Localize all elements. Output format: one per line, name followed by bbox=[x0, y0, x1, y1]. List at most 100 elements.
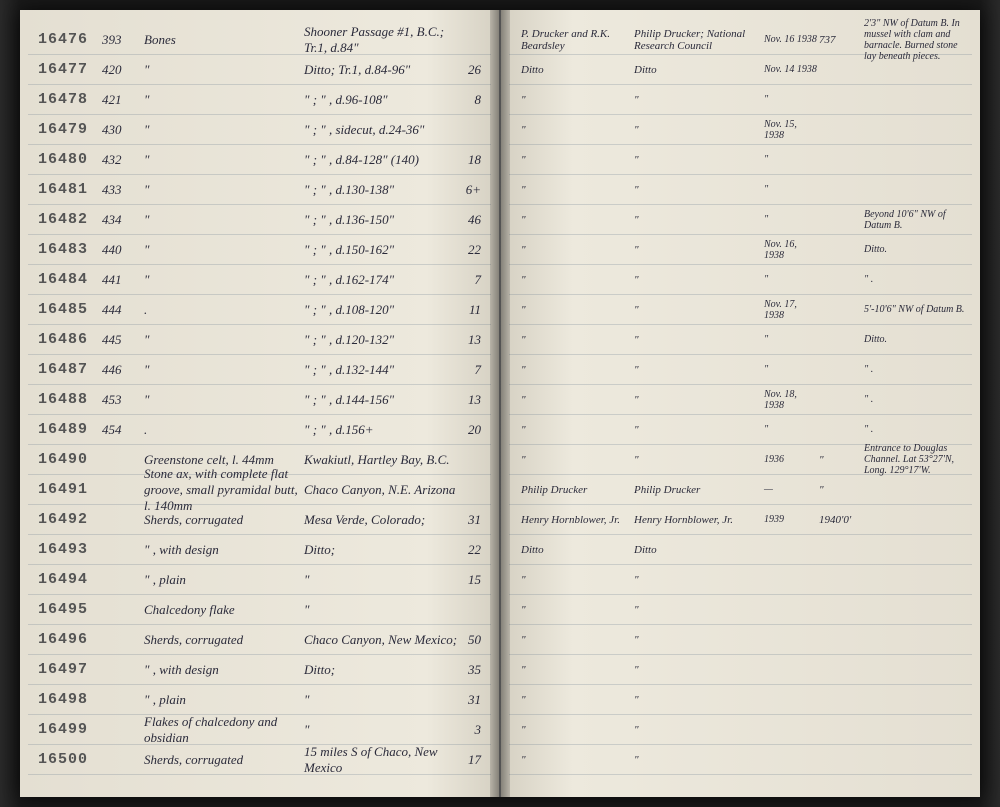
item-description: Chalcedony flake bbox=[144, 602, 304, 618]
item-number: 445 bbox=[96, 332, 144, 348]
date: " bbox=[764, 424, 819, 435]
date: Nov. 14 1938 bbox=[764, 64, 819, 75]
item-quantity: 13 bbox=[461, 392, 491, 408]
item-description: " , plain bbox=[144, 692, 304, 708]
notes: 2'3" NW of Datum B. In mussel with clam … bbox=[864, 18, 972, 62]
ledger-row: 16489454." ; " , d.156+20 bbox=[28, 415, 491, 445]
item-description: Stone ax, with complete flat groove, sma… bbox=[144, 466, 304, 514]
donor: " bbox=[634, 334, 764, 346]
notes: Ditto. bbox=[864, 334, 972, 345]
notes: " . bbox=[864, 424, 972, 435]
ledger-row: ""Nov. 18, 1938" . bbox=[509, 385, 972, 415]
item-description: " bbox=[144, 182, 304, 198]
item-location: Kwakiutl, Hartley Bay, B.C. bbox=[304, 452, 461, 468]
catalog-stamp: 16476 bbox=[28, 31, 96, 48]
ledger-row: 16488453"" ; " , d.144-156"13 bbox=[28, 385, 491, 415]
ledger-row: 16496Sherds, corrugatedChaco Canyon, New… bbox=[28, 625, 491, 655]
item-quantity: 20 bbox=[461, 422, 491, 438]
item-quantity: 35 bbox=[461, 662, 491, 678]
ledger-row: "" bbox=[509, 745, 972, 775]
ref-number: 737 bbox=[819, 34, 864, 46]
date: — bbox=[764, 484, 819, 495]
catalog-stamp: 16477 bbox=[28, 61, 96, 78]
donor: " bbox=[634, 274, 764, 286]
item-description: Sherds, corrugated bbox=[144, 632, 304, 648]
item-location: " ; " , d.96-108" bbox=[304, 92, 461, 108]
catalog-stamp: 16488 bbox=[28, 391, 96, 408]
ledger-row: 16493" , with designDitto;22 bbox=[28, 535, 491, 565]
catalog-stamp: 16478 bbox=[28, 91, 96, 108]
ledger-row: P. Drucker and R.K. BeardsleyPhilip Druc… bbox=[509, 25, 972, 55]
donor: " bbox=[634, 664, 764, 676]
item-quantity: 26 bbox=[461, 62, 491, 78]
item-location: " ; " , d.130-138" bbox=[304, 182, 461, 198]
item-number: 433 bbox=[96, 182, 144, 198]
item-location: Ditto; bbox=[304, 542, 461, 558]
ledger-row: "" bbox=[509, 625, 972, 655]
donor: " bbox=[634, 364, 764, 376]
item-number: 421 bbox=[96, 92, 144, 108]
catalog-stamp: 16479 bbox=[28, 121, 96, 138]
catalog-stamp: 16482 bbox=[28, 211, 96, 228]
ledger-row: DittoDitto bbox=[509, 535, 972, 565]
donor: " bbox=[634, 94, 764, 106]
item-number: 434 bbox=[96, 212, 144, 228]
item-description: " bbox=[144, 392, 304, 408]
donor: Philip Drucker; National Research Counci… bbox=[634, 28, 764, 52]
date: Nov. 16 1938 bbox=[764, 34, 819, 45]
collector: Henry Hornblower, Jr. bbox=[509, 514, 634, 526]
item-location: " ; " , sidecut, d.24-36" bbox=[304, 122, 461, 138]
notes: Entrance to Douglas Channel. Lat 53°27'N… bbox=[864, 443, 972, 476]
donor: " bbox=[634, 634, 764, 646]
catalog-stamp: 16494 bbox=[28, 571, 96, 588]
item-description: " bbox=[144, 242, 304, 258]
donor: " bbox=[634, 424, 764, 436]
catalog-stamp: 16487 bbox=[28, 361, 96, 378]
ledger-row: 16494" , plain"15 bbox=[28, 565, 491, 595]
ref-number: " bbox=[819, 454, 864, 466]
date: " bbox=[764, 94, 819, 105]
ledger-row: ""1936"Entrance to Douglas Channel. Lat … bbox=[509, 445, 972, 475]
ledger-row: """ bbox=[509, 85, 972, 115]
donor: " bbox=[634, 214, 764, 226]
collector: Ditto bbox=[509, 64, 634, 76]
donor: " bbox=[634, 304, 764, 316]
catalog-stamp: 16491 bbox=[28, 481, 96, 498]
item-description: " bbox=[144, 332, 304, 348]
ledger-row: 16484441"" ; " , d.162-174"7 bbox=[28, 265, 491, 295]
date: 1939 bbox=[764, 514, 819, 525]
catalog-stamp: 16492 bbox=[28, 511, 96, 528]
item-location: " bbox=[304, 602, 461, 618]
item-quantity: 11 bbox=[461, 302, 491, 318]
catalog-stamp: 16500 bbox=[28, 751, 96, 768]
donor: " bbox=[634, 244, 764, 256]
ledger-row: 16495Chalcedony flake" bbox=[28, 595, 491, 625]
catalog-stamp: 16486 bbox=[28, 331, 96, 348]
collector: " bbox=[509, 694, 634, 706]
item-location: " bbox=[304, 722, 461, 738]
collector: Philip Drucker bbox=[509, 484, 634, 496]
item-location: Mesa Verde, Colorado; bbox=[304, 512, 461, 528]
notes: " . bbox=[864, 394, 972, 405]
date: " bbox=[764, 334, 819, 345]
donor: Philip Drucker bbox=[634, 484, 764, 496]
item-location: " ; " , d.136-150" bbox=[304, 212, 461, 228]
ledger-row: """ bbox=[509, 145, 972, 175]
collector: " bbox=[509, 634, 634, 646]
item-location: 15 miles S of Chaco, New Mexico bbox=[304, 744, 461, 776]
item-quantity: 3 bbox=[461, 722, 491, 738]
item-description: " bbox=[144, 212, 304, 228]
item-number: 393 bbox=[96, 32, 144, 48]
item-number: 441 bbox=[96, 272, 144, 288]
item-location: Ditto; bbox=[304, 662, 461, 678]
item-quantity: 22 bbox=[461, 242, 491, 258]
collector: " bbox=[509, 724, 634, 736]
collector: " bbox=[509, 154, 634, 166]
date: " bbox=[764, 214, 819, 225]
item-quantity: 17 bbox=[461, 752, 491, 768]
collector: " bbox=[509, 214, 634, 226]
ledger-row: Henry Hornblower, Jr.Henry Hornblower, J… bbox=[509, 505, 972, 535]
item-location: " ; " , d.162-174" bbox=[304, 272, 461, 288]
donor: " bbox=[634, 604, 764, 616]
date: Nov. 16, 1938 bbox=[764, 239, 819, 261]
